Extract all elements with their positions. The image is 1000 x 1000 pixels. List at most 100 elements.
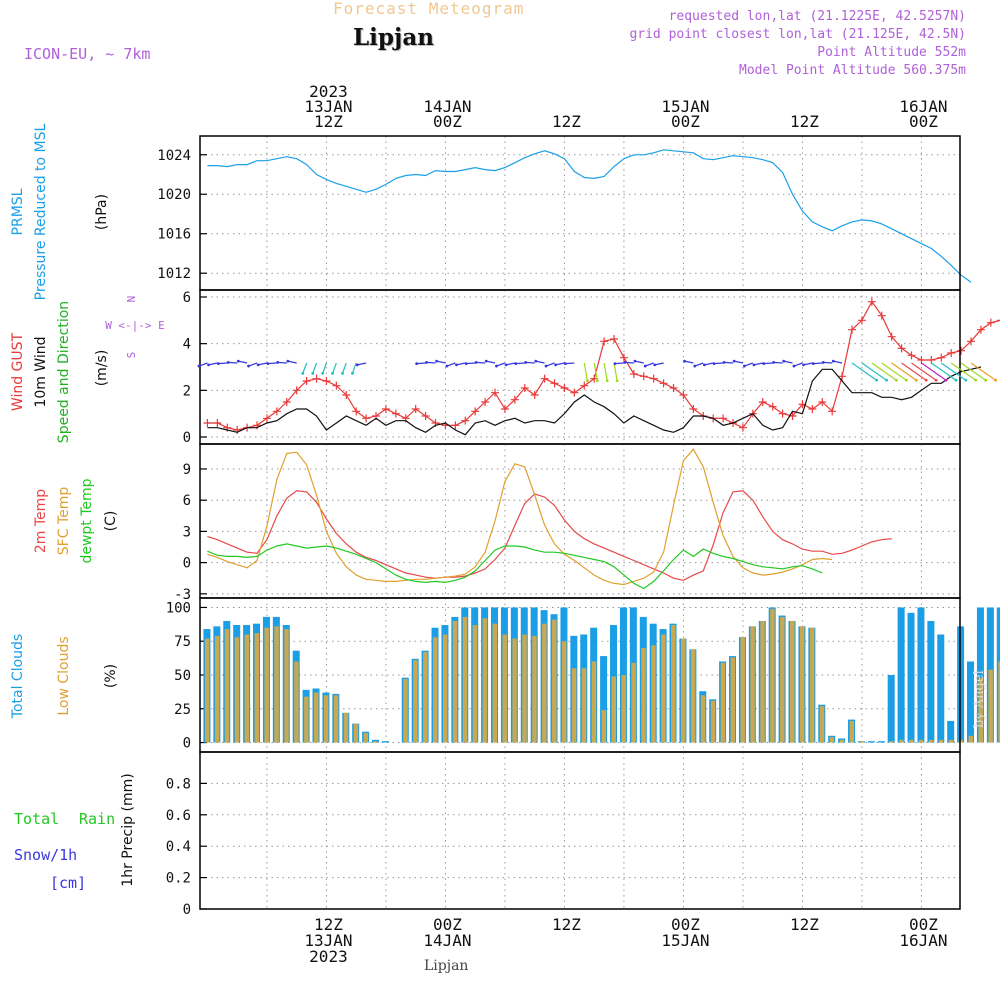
gust-marker [996, 319, 1000, 321]
credit-label: by Angel [972, 670, 987, 728]
wind-direction-arrow [940, 362, 967, 381]
wind-arrow-head [762, 362, 766, 366]
gust-marker [451, 421, 460, 430]
y-tick-label: 0 [183, 430, 191, 446]
wind-arrow-head [474, 360, 478, 364]
wind-direction-arrow [545, 362, 555, 367]
y-tick-label: 3 [183, 524, 191, 540]
panel-frame [199, 751, 961, 910]
time-label-bottom: 12Z [314, 915, 343, 934]
wind-arrow-head [197, 364, 201, 368]
low-cloud-bar [740, 637, 745, 743]
gust-marker [560, 384, 569, 392]
gust-marker [411, 405, 420, 413]
wind-arrow-head [782, 359, 786, 363]
wind-direction-arrow [931, 362, 957, 381]
total-cloud-bar [867, 741, 875, 743]
gust-marker [550, 379, 559, 388]
wind-arrow-head [954, 378, 958, 382]
time-label-bottom: 16JAN [899, 931, 947, 950]
gust-marker [808, 405, 817, 413]
gust-marker [520, 384, 529, 392]
gust-marker [610, 335, 619, 343]
wind-direction-arrow [634, 360, 644, 364]
time-label-top: 12Z [552, 112, 581, 131]
wind-direction-arrow [793, 362, 803, 367]
panel-frame [199, 289, 961, 445]
low-cloud-bar [254, 633, 260, 743]
low-cloud-bar [700, 695, 706, 743]
wind-direction-arrow [851, 362, 877, 381]
total-cloud-bar [967, 661, 975, 743]
low-cloud-bar [720, 662, 726, 743]
time-label-bottom: 13JAN [304, 931, 352, 950]
wind-arrow-head [623, 360, 627, 364]
precip-total-label: Total [14, 810, 59, 828]
gust-marker [322, 377, 331, 385]
y-tick-label: 1016 [157, 227, 191, 243]
gust-marker [917, 356, 926, 364]
low-cloud-bar [770, 608, 775, 743]
low-cloud-bar [462, 616, 468, 743]
total-cloud-bar [927, 620, 935, 743]
gust-marker [342, 391, 351, 399]
total-cloud-bar [897, 607, 905, 743]
gust-marker [481, 398, 490, 406]
wind-arrow-head [974, 378, 978, 382]
wind-direction-arrow [871, 362, 897, 381]
precip-unit-cm: [cm] [50, 874, 86, 892]
low-cloud-bar [214, 635, 220, 743]
low-cloud-bar [204, 638, 210, 743]
series-line-sfc-temp [207, 448, 833, 586]
low-cloud-bar [819, 706, 825, 743]
y-tick-label: 0 [183, 556, 191, 572]
y-tick-label: 1024 [157, 148, 191, 164]
panel-3: 0 25 50 75 100 [166, 597, 1000, 753]
wind-direction-arrow [773, 361, 783, 364]
low-cloud-bar [899, 739, 904, 743]
total-clouds-label: Total Clouds [10, 634, 26, 719]
low-cloud-bar [552, 619, 557, 743]
gust-marker [352, 407, 361, 416]
time-label-bottom: 12Z [552, 915, 581, 934]
gust-marker [857, 316, 866, 325]
temp2m-label: 2m Temp [33, 489, 49, 553]
y-tick-label: -3 [174, 587, 191, 603]
wind-arrow-head [331, 371, 334, 375]
y-tick-label: 100 [166, 600, 191, 616]
wind-arrow-head [994, 378, 997, 382]
y-tick-label: 6 [183, 290, 191, 306]
wind-direction-arrow [921, 362, 947, 381]
wind-arrow-head [712, 362, 716, 366]
wind-arrow-head [524, 360, 528, 364]
wind-direction-arrow [881, 362, 907, 381]
low-cloud-bar [790, 620, 795, 743]
gust-marker [689, 405, 698, 413]
gust-marker [421, 412, 430, 420]
wind-direction-arrow [734, 360, 744, 364]
wind-arrow-head [742, 364, 746, 368]
low-cloud-bar [561, 641, 567, 743]
banner-title: Forecast Meteogram [333, 0, 525, 18]
low-cloud-bar [948, 739, 954, 743]
wind-arrow-head [722, 360, 726, 364]
wind-arrow-head [732, 359, 736, 363]
wind-arrow-head [875, 378, 878, 382]
low-cloud-bar [978, 677, 983, 743]
wind-arrow-head [341, 371, 344, 375]
gust-label: Wind GUST [10, 332, 26, 411]
wind-direction-arrow [446, 362, 456, 367]
total-cloud-bar [600, 656, 608, 743]
wind-arrow-head [301, 371, 305, 375]
low-cloud-bar [839, 739, 845, 743]
total-cloud-bar [877, 741, 885, 743]
wind-direction-arrow [267, 362, 277, 365]
wind-direction-arrow [525, 361, 535, 364]
precip-rain-label: Rain [79, 810, 115, 828]
wind-arrow-head [653, 363, 657, 367]
gust-marker [976, 325, 985, 334]
low-cloud-bar [452, 620, 458, 743]
wind-unit: (m/s) [94, 350, 110, 387]
y-tick-label: 1012 [157, 266, 191, 282]
gust-marker [580, 381, 589, 390]
